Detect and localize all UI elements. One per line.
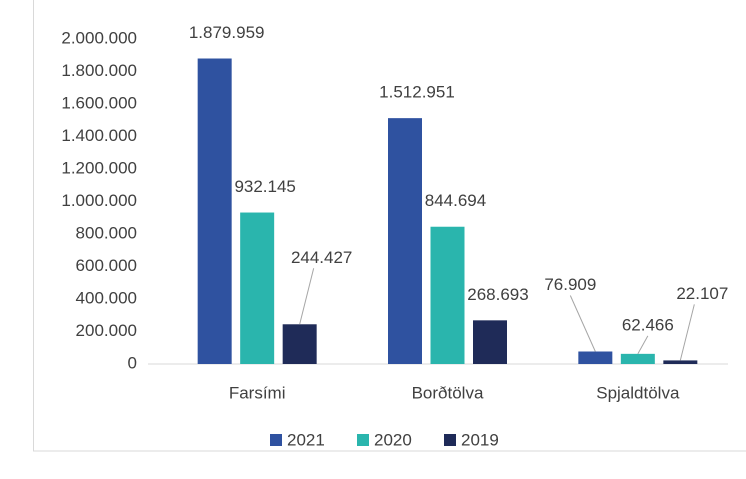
- y-tick-label: 1.400.000: [61, 126, 137, 145]
- leader-line: [569, 295, 596, 352]
- y-tick-label: 600.000: [76, 256, 137, 275]
- data-label: 244.427: [291, 248, 352, 267]
- legend-swatch: [270, 434, 282, 446]
- x-tick-label: Spjaldtölva: [596, 383, 680, 402]
- data-label: 1.512.951: [379, 83, 455, 102]
- leader-line: [637, 335, 649, 355]
- y-tick-label: 1.000.000: [61, 191, 137, 210]
- bar: [578, 351, 613, 364]
- y-tick-label: 800.000: [76, 223, 137, 242]
- bar: [663, 360, 698, 364]
- data-label: 268.693: [467, 285, 528, 304]
- y-tick-label: 0: [128, 353, 137, 372]
- y-tick-label: 200.000: [76, 321, 137, 340]
- y-tick-label: 1.800.000: [61, 61, 137, 80]
- data-label: 22.107: [676, 284, 728, 303]
- data-label: 844.694: [425, 191, 486, 210]
- bar: [282, 324, 317, 364]
- y-tick-label: 2.000.000: [61, 28, 137, 47]
- y-tick-label: 400.000: [76, 288, 137, 307]
- leader-line: [299, 268, 315, 325]
- bar: [473, 320, 507, 364]
- data-label: 76.909: [544, 275, 596, 294]
- legend-label: 2019: [461, 430, 499, 449]
- bar: [430, 226, 465, 364]
- bar: [620, 353, 655, 364]
- bar: [388, 118, 422, 364]
- x-tick-label: Borðtölva: [412, 383, 484, 402]
- data-label: 62.466: [622, 315, 674, 334]
- bar: [240, 212, 275, 364]
- legend-label: 2021: [287, 430, 325, 449]
- y-tick-label: 1.600.000: [61, 93, 137, 112]
- leader-line: [679, 304, 695, 361]
- chart-frame: [33, 0, 746, 452]
- legend-swatch: [444, 434, 456, 446]
- data-label: 1.879.959: [189, 23, 265, 42]
- bar: [197, 58, 232, 365]
- legend-swatch: [357, 434, 369, 446]
- x-tick-label: Farsími: [229, 383, 286, 402]
- legend-label: 2020: [374, 430, 412, 449]
- data-label: 932.145: [234, 177, 295, 196]
- y-tick-label: 1.200.000: [61, 158, 137, 177]
